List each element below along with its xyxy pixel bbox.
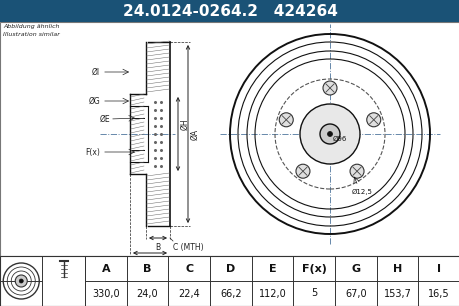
Circle shape (19, 279, 23, 283)
Text: 24,0: 24,0 (136, 289, 158, 298)
Text: 5: 5 (310, 289, 317, 298)
Text: ØA: ØA (190, 129, 199, 140)
Text: F(x): F(x) (85, 147, 100, 156)
Text: 153,7: 153,7 (383, 289, 410, 298)
Text: 24.0124-0264.2   424264: 24.0124-0264.2 424264 (122, 3, 337, 18)
Text: C: C (185, 263, 193, 274)
Bar (0, 256, 459, 306)
Text: 22,4: 22,4 (178, 289, 200, 298)
Text: Abbildung ähnlich: Abbildung ähnlich (3, 24, 59, 29)
Text: Illustration similar: Illustration similar (3, 32, 60, 37)
Text: D: D (147, 258, 152, 267)
Text: C (MTH): C (MTH) (173, 243, 203, 252)
Text: Ø96: Ø96 (332, 136, 347, 142)
Text: 66,2: 66,2 (219, 289, 241, 298)
Circle shape (349, 164, 363, 178)
Text: 16,5: 16,5 (427, 289, 449, 298)
Text: 67,0: 67,0 (344, 289, 366, 298)
Text: G: G (351, 263, 359, 274)
Text: A: A (101, 263, 110, 274)
Text: ØG: ØG (88, 96, 100, 106)
Circle shape (327, 132, 332, 136)
Bar (146, 42, 170, 226)
Circle shape (279, 113, 293, 127)
Text: ØH: ØH (179, 118, 189, 130)
Bar (0, 22, 459, 256)
Bar (0, 0, 459, 22)
Circle shape (322, 81, 336, 95)
Text: Ø12,5: Ø12,5 (351, 189, 372, 195)
Text: D: D (226, 263, 235, 274)
Text: E: E (268, 263, 276, 274)
Text: H: H (392, 263, 401, 274)
Circle shape (319, 124, 339, 144)
Circle shape (366, 113, 380, 127)
Text: B: B (143, 263, 151, 274)
Text: ØI: ØI (92, 68, 100, 76)
Circle shape (15, 275, 27, 287)
Text: F(x): F(x) (301, 263, 326, 274)
Text: ØE: ØE (99, 114, 110, 124)
Text: B: B (155, 243, 160, 252)
Circle shape (299, 104, 359, 164)
Circle shape (295, 164, 309, 178)
Text: 330,0: 330,0 (92, 289, 119, 298)
Text: 112,0: 112,0 (258, 289, 286, 298)
Text: I: I (436, 263, 440, 274)
